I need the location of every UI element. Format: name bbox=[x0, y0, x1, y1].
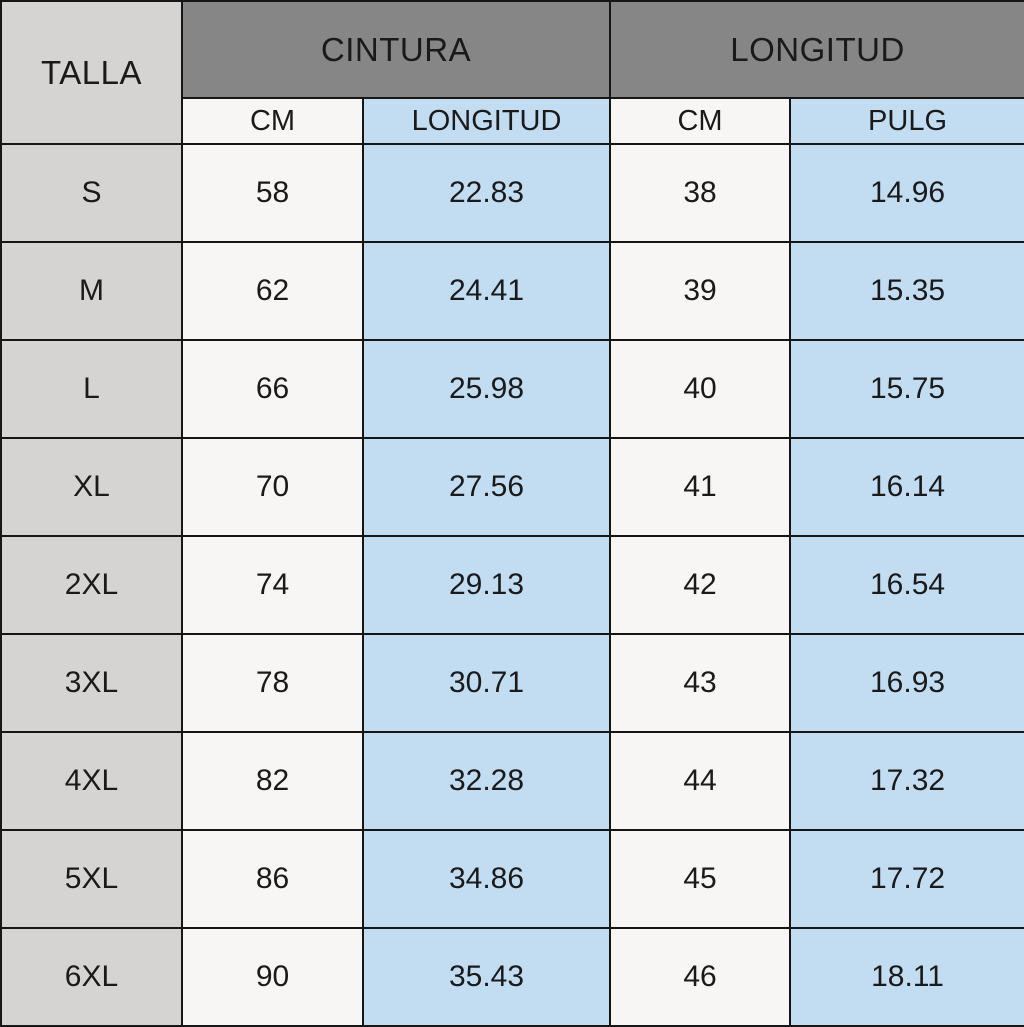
length-in-cell: 16.54 bbox=[789, 535, 1024, 635]
table-row: 2XL 74 29.13 42 16.54 bbox=[0, 535, 1024, 635]
waist-in-cell: 25.98 bbox=[361, 339, 612, 439]
length-cm-cell: 38 bbox=[609, 143, 792, 243]
length-cm-cell: 42 bbox=[609, 535, 792, 635]
length-in-cell: 14.96 bbox=[789, 143, 1024, 243]
length-cm-cell: 46 bbox=[609, 927, 792, 1027]
waist-cm-cell: 82 bbox=[181, 731, 364, 831]
table-row: M 62 24.41 39 15.35 bbox=[0, 241, 1024, 341]
table-row: S 58 22.83 38 14.96 bbox=[0, 143, 1024, 243]
table-row: L 66 25.98 40 15.75 bbox=[0, 339, 1024, 439]
length-cm-cell: 41 bbox=[609, 437, 792, 537]
waist-in-cell: 27.56 bbox=[361, 437, 612, 537]
size-cell: S bbox=[0, 143, 183, 243]
length-in-cell: 18.11 bbox=[789, 927, 1024, 1027]
size-cell: 2XL bbox=[0, 535, 183, 635]
sub-header-longitud-pulg: PULG bbox=[789, 97, 1024, 145]
waist-cm-cell: 66 bbox=[181, 339, 364, 439]
waist-cm-cell: 58 bbox=[181, 143, 364, 243]
size-cell: 3XL bbox=[0, 633, 183, 733]
waist-in-cell: 32.28 bbox=[361, 731, 612, 831]
length-in-cell: 16.14 bbox=[789, 437, 1024, 537]
length-in-cell: 15.75 bbox=[789, 339, 1024, 439]
size-cell: 4XL bbox=[0, 731, 183, 831]
table-row: 5XL 86 34.86 45 17.72 bbox=[0, 829, 1024, 929]
waist-in-cell: 35.43 bbox=[361, 927, 612, 1027]
waist-in-cell: 34.86 bbox=[361, 829, 612, 929]
sub-header-row: CM LONGITUD CM PULG bbox=[1, 97, 1024, 145]
waist-in-cell: 24.41 bbox=[361, 241, 612, 341]
length-in-cell: 17.72 bbox=[789, 829, 1024, 929]
waist-cm-cell: 78 bbox=[181, 633, 364, 733]
group-header-cintura: CINTURA bbox=[180, 0, 612, 99]
size-cell: L bbox=[0, 339, 183, 439]
length-cm-cell: 45 bbox=[609, 829, 792, 929]
table-row: 3XL 78 30.71 43 16.93 bbox=[0, 633, 1024, 733]
length-cm-cell: 43 bbox=[609, 633, 792, 733]
waist-in-cell: 30.71 bbox=[361, 633, 612, 733]
length-in-cell: 17.32 bbox=[789, 731, 1024, 831]
length-cm-cell: 40 bbox=[609, 339, 792, 439]
waist-cm-cell: 62 bbox=[181, 241, 364, 341]
size-cell: 5XL bbox=[0, 829, 183, 929]
waist-cm-cell: 70 bbox=[181, 437, 364, 537]
waist-cm-cell: 90 bbox=[181, 927, 364, 1027]
length-in-cell: 15.35 bbox=[789, 241, 1024, 341]
group-header-row: TALLA CINTURA LONGITUD bbox=[0, 0, 1024, 145]
sub-header-longitud-cm: CM bbox=[609, 97, 792, 145]
corner-header-talla: TALLA bbox=[0, 0, 183, 145]
table-row: 6XL 90 35.43 46 18.11 bbox=[0, 927, 1024, 1027]
sub-header-cintura-longitud: LONGITUD bbox=[361, 97, 612, 145]
size-cell: 6XL bbox=[0, 927, 183, 1027]
group-header-longitud: LONGITUD bbox=[609, 0, 1024, 99]
waist-in-cell: 29.13 bbox=[361, 535, 612, 635]
waist-cm-cell: 74 bbox=[181, 535, 364, 635]
table-row: 4XL 82 32.28 44 17.32 bbox=[0, 731, 1024, 831]
size-cell: XL bbox=[0, 437, 183, 537]
length-cm-cell: 39 bbox=[609, 241, 792, 341]
waist-in-cell: 22.83 bbox=[361, 143, 612, 243]
length-cm-cell: 44 bbox=[609, 731, 792, 831]
sub-header-cintura-cm: CM bbox=[181, 97, 364, 145]
table-row: XL 70 27.56 41 16.14 bbox=[0, 437, 1024, 537]
size-cell: M bbox=[0, 241, 183, 341]
length-in-cell: 16.93 bbox=[789, 633, 1024, 733]
waist-cm-cell: 86 bbox=[181, 829, 364, 929]
